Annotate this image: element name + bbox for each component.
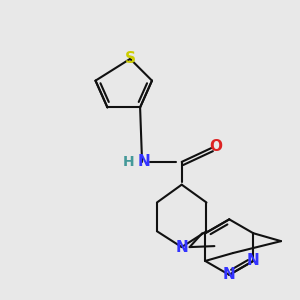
Text: H: H <box>122 155 134 169</box>
Text: N: N <box>247 254 260 268</box>
Text: N: N <box>223 267 236 282</box>
Text: O: O <box>209 139 222 154</box>
Text: S: S <box>125 51 136 66</box>
Text: N: N <box>138 154 150 169</box>
Text: N: N <box>175 240 188 255</box>
